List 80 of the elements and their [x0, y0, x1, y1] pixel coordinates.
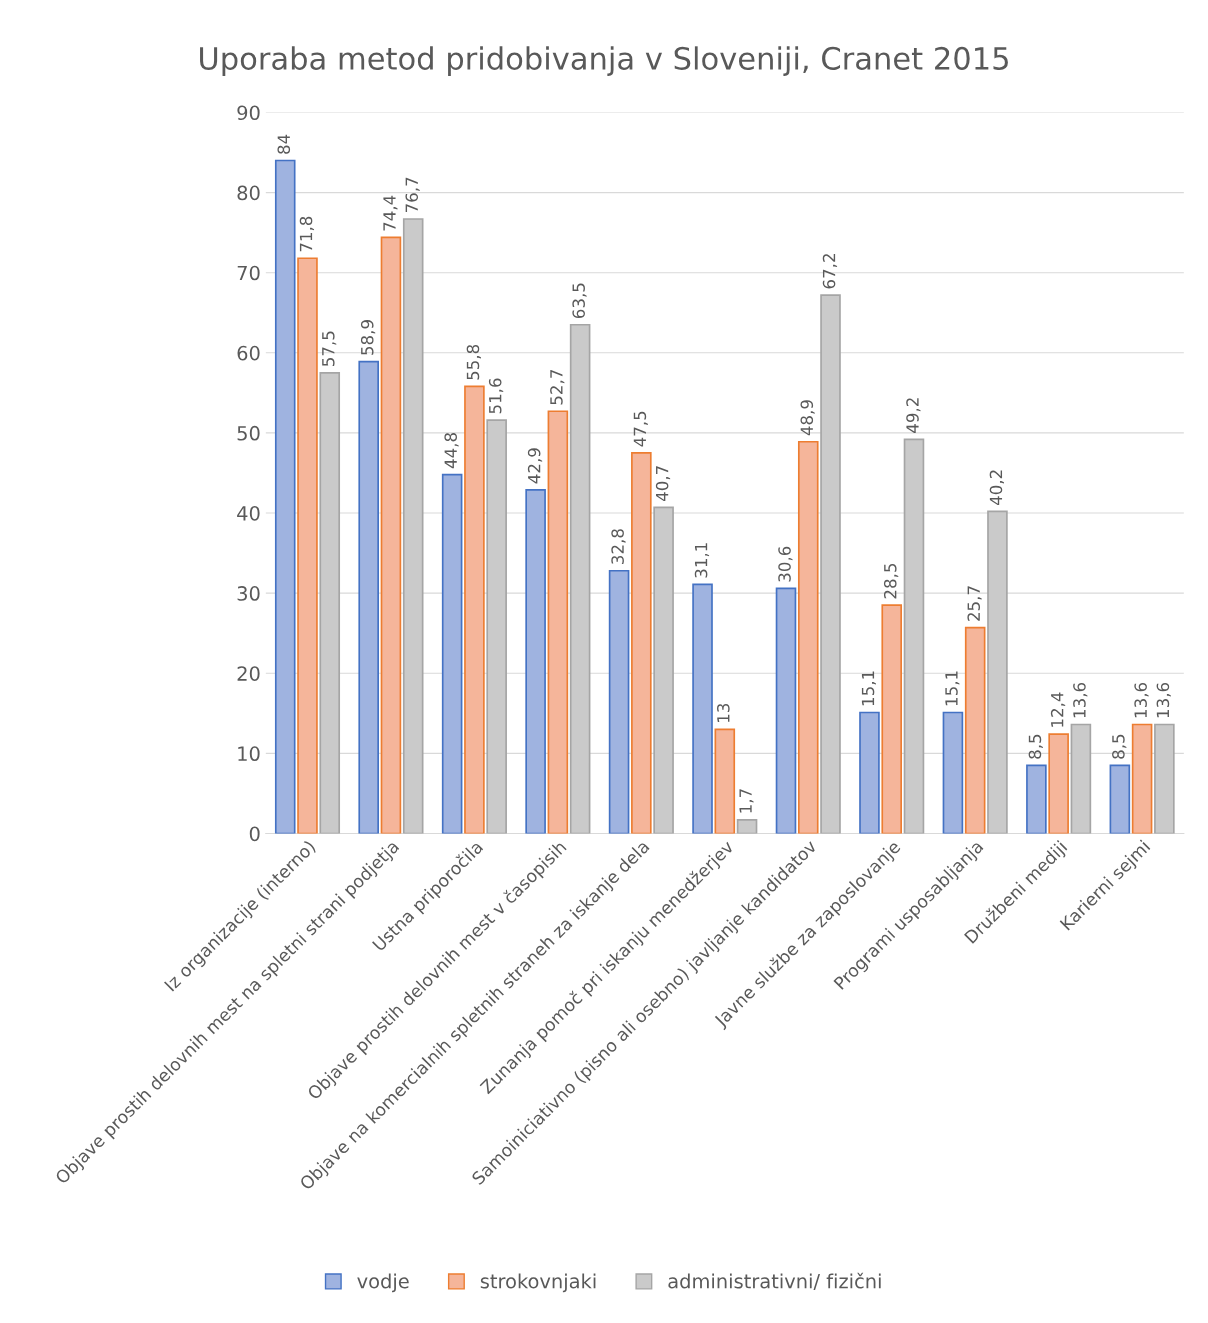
data-label: 8,5 — [1028, 734, 1043, 759]
data-label: 55,8 — [466, 344, 481, 380]
bar — [1070, 723, 1092, 834]
bar — [464, 385, 485, 834]
bar — [441, 473, 463, 834]
data-label: 1,7 — [739, 789, 754, 813]
bar — [525, 488, 546, 834]
data-label: 15,1 — [861, 671, 876, 706]
data-label: 25,7 — [967, 586, 982, 621]
chart-title: Uporaba metod pridobivanja v Sloveniji, Cranet 2015 — [200, 46, 1008, 76]
data-label: 76,7 — [405, 177, 420, 213]
bar — [942, 711, 964, 834]
bar — [1154, 723, 1175, 834]
data-label: 13,6 — [1156, 682, 1171, 718]
bar — [1048, 733, 1069, 834]
bar — [692, 583, 713, 834]
bar — [547, 410, 569, 834]
data-label: 67,2 — [822, 254, 838, 289]
bar — [714, 728, 736, 834]
bar — [987, 510, 1008, 834]
data-label: 15,1 — [945, 671, 960, 706]
bar — [631, 452, 652, 834]
bar — [775, 587, 797, 834]
data-label: 48,9 — [800, 400, 815, 436]
bar — [358, 360, 379, 834]
bar — [820, 294, 841, 834]
bar — [569, 323, 591, 834]
y-tick-label: 70 — [237, 265, 260, 281]
bar — [1026, 764, 1047, 834]
data-label: 63,5 — [572, 283, 587, 319]
bar — [903, 438, 925, 834]
bar — [881, 604, 903, 834]
bar — [297, 257, 318, 834]
bar — [274, 159, 296, 834]
data-label: 52,7 — [550, 370, 565, 405]
data-label: 58,9 — [360, 320, 376, 355]
data-label: 74,4 — [383, 195, 398, 231]
data-label: 57,5 — [322, 331, 337, 366]
data-label: 12,4 — [1050, 692, 1066, 727]
bar — [859, 711, 880, 834]
y-tick-label: 20 — [237, 666, 260, 681]
data-label: 47,5 — [633, 411, 648, 447]
data-label: 42,9 — [527, 448, 543, 484]
y-tick-label: 30 — [237, 586, 260, 601]
data-label: 13,6 — [1134, 682, 1149, 718]
data-label: 51,6 — [488, 378, 504, 414]
bar — [964, 626, 986, 834]
bar — [736, 819, 758, 834]
bar — [402, 218, 424, 834]
data-label: 8,5 — [1112, 734, 1127, 759]
y-tick-label: 90 — [237, 105, 260, 121]
y-tick-label: 10 — [238, 746, 260, 762]
data-label: 30,6 — [778, 546, 793, 582]
bar — [486, 419, 507, 834]
y-tick-label: 40 — [237, 505, 260, 521]
bar — [608, 569, 630, 834]
data-label: 49,2 — [906, 398, 921, 433]
data-label: 44,8 — [444, 433, 459, 469]
legend-label: vodje — [357, 1273, 409, 1293]
legend-label: strokovnjaki — [480, 1273, 596, 1293]
legend-label: administrativni/ fizični — [668, 1272, 881, 1291]
bar — [797, 440, 819, 834]
y-tick-label: 0 — [249, 826, 260, 842]
y-tick-label: 60 — [237, 345, 260, 361]
bar — [380, 236, 402, 834]
data-label: 40,2 — [989, 470, 1004, 506]
bar — [1131, 723, 1153, 834]
bar — [653, 506, 674, 834]
data-label: 31,1 — [694, 543, 710, 578]
data-label: 84 — [277, 134, 291, 154]
y-tick-label: 80 — [237, 185, 260, 201]
data-label: 40,7 — [655, 466, 671, 502]
data-label: 28,5 — [883, 563, 899, 599]
bar — [1109, 764, 1131, 834]
data-label: 71,8 — [299, 216, 315, 252]
bar — [319, 371, 341, 834]
data-label: 32,8 — [611, 529, 626, 564]
data-label: 13,6 — [1073, 682, 1088, 718]
data-label: 13 — [717, 703, 730, 722]
y-tick-label: 50 — [237, 425, 260, 441]
